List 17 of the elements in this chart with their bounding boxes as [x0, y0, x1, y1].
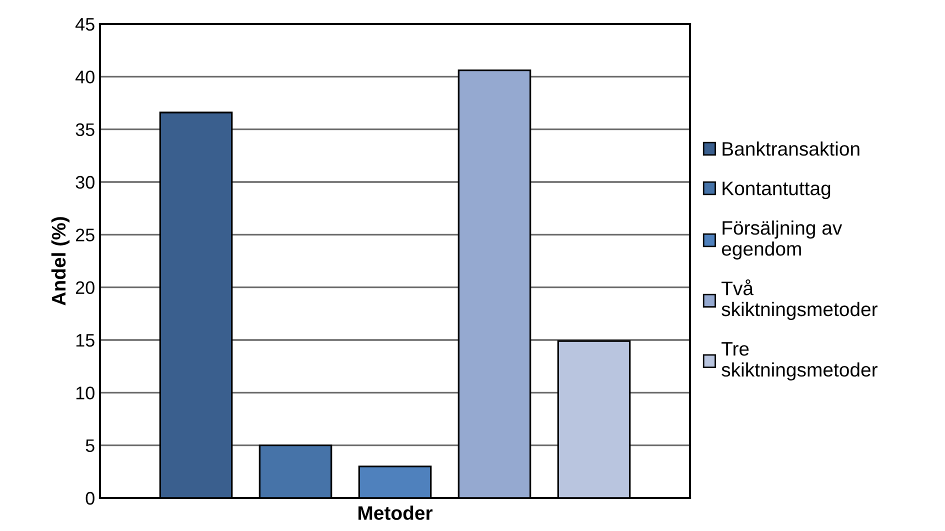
y-tick-label: 15	[76, 334, 94, 347]
y-tick-label: 0	[86, 492, 94, 505]
x-axis-title: Metoder	[358, 506, 433, 520]
y-tick-label: 30	[76, 176, 94, 189]
legend-label: Tre skiktningsmetoder	[722, 342, 878, 381]
y-tick-label: 10	[76, 386, 94, 400]
y-tick-label: 5	[86, 439, 94, 452]
legend-label: Kontantuttag	[722, 182, 830, 200]
y-tick-label: 35	[76, 123, 94, 136]
y-tick-label: 40	[75, 70, 94, 84]
y-tick-label: 20	[76, 281, 94, 294]
legend-label: Försäljning av egendom	[722, 220, 842, 260]
legend-label: Två skiktningsmetoder	[722, 279, 878, 320]
y-tick-label: 25	[76, 228, 94, 242]
legend-label: Banktransaktion	[722, 141, 860, 156]
y-tick-label: 45	[75, 18, 94, 31]
y-axis-title: Andel (%)	[51, 217, 70, 306]
